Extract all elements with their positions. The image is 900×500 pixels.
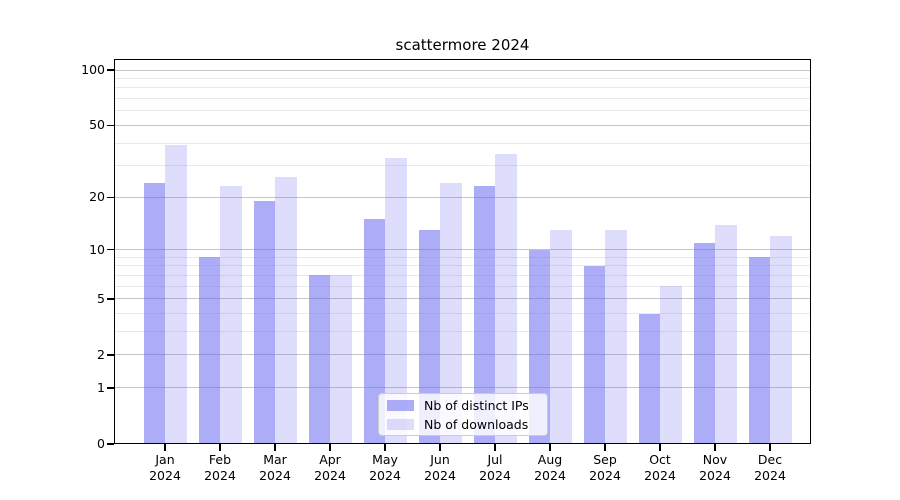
legend: Nb of distinct IPs Nb of downloads — [378, 393, 548, 436]
x-tick-label: Oct 2024 — [644, 452, 676, 483]
minor-gridline — [114, 77, 811, 79]
minor-gridline — [114, 98, 811, 100]
x-tick-mark — [714, 444, 716, 451]
x-tick-label: Nov 2024 — [699, 452, 731, 483]
x-tick-mark — [329, 444, 331, 451]
y-tick-mark — [107, 124, 114, 127]
y-tick-label: 1 — [97, 379, 105, 395]
minor-gridline — [114, 285, 811, 287]
x-tick-label: May 2024 — [369, 452, 401, 483]
y-tick-mark — [107, 69, 114, 71]
bar-ips-jan — [143, 183, 165, 444]
y-tick-label: 10 — [89, 241, 105, 257]
bar-ips-jun — [418, 230, 440, 444]
y-tick-mark — [107, 354, 114, 356]
minor-gridline — [114, 142, 811, 144]
bar-downloads-feb — [220, 186, 242, 444]
legend-swatch-downloads — [387, 418, 414, 430]
x-tick-label: Dec 2024 — [754, 452, 786, 483]
minor-gridline — [114, 110, 811, 112]
bar-downloads-dec — [770, 236, 792, 444]
minor-gridline — [114, 87, 811, 89]
x-tick-label: Jul 2024 — [479, 452, 511, 483]
legend-label-distinct-ips: Nb of distinct IPs — [424, 397, 529, 413]
major-gridline — [114, 124, 811, 126]
bar-ips-sep — [583, 265, 605, 444]
x-tick-mark — [439, 444, 441, 451]
bar-downloads-nov — [715, 224, 737, 444]
x-tick-mark — [219, 444, 221, 451]
chart-title: scattermore 2024 — [395, 36, 530, 54]
major-gridline — [114, 69, 811, 71]
legend-swatch-distinct-ips — [387, 399, 414, 411]
major-gridline — [114, 354, 811, 356]
x-tick-mark — [384, 444, 386, 451]
bar-downloads-oct — [660, 286, 682, 444]
legend-label-downloads: Nb of downloads — [424, 416, 529, 432]
y-tick-mark — [107, 387, 114, 389]
y-tick-label: 0 — [97, 436, 105, 451]
bar-ips-feb — [198, 257, 220, 444]
legend-item-distinct-ips: Nb of distinct IPs — [379, 396, 547, 415]
bar-ips-nov — [693, 242, 715, 444]
bar-downloads-jan — [165, 145, 187, 444]
x-tick-label: Feb 2024 — [204, 452, 236, 483]
legend-item-downloads: Nb of downloads — [379, 415, 547, 434]
minor-gridline — [114, 313, 811, 315]
y-tick-label: 100 — [81, 62, 105, 77]
x-tick-mark — [494, 444, 496, 451]
bar-ips-apr — [308, 275, 330, 444]
x-tick-mark — [604, 444, 606, 451]
bar-downloads-mar — [275, 176, 297, 444]
major-gridline — [114, 298, 811, 300]
x-tick-label: Apr 2024 — [314, 452, 346, 483]
bar-ips-dec — [748, 257, 770, 444]
minor-gridline — [114, 331, 811, 333]
bar-downloads-aug — [550, 230, 572, 444]
y-tick-mark — [107, 248, 114, 251]
bar-downloads-jun — [440, 183, 462, 444]
major-gridline — [114, 249, 811, 251]
bar-ips-oct — [638, 313, 660, 444]
x-tick-mark — [549, 444, 551, 451]
x-tick-mark — [274, 444, 276, 451]
y-tick-mark — [107, 196, 114, 199]
bar-downloads-jul — [495, 153, 517, 444]
y-tick-label: 20 — [89, 189, 105, 205]
x-tick-label: Sep 2024 — [589, 452, 621, 483]
bar-ips-may — [363, 219, 385, 444]
bar-downloads-apr — [330, 275, 352, 444]
x-tick-label: Jan 2024 — [149, 452, 181, 483]
x-tick-label: Aug 2024 — [534, 452, 566, 483]
x-tick-mark — [164, 444, 166, 451]
x-tick-mark — [659, 444, 661, 451]
major-gridline — [114, 387, 811, 389]
x-tick-label: Mar 2024 — [259, 452, 291, 483]
y-tick-label: 2 — [97, 346, 105, 362]
minor-gridline — [114, 256, 811, 258]
y-tick-mark — [107, 443, 114, 445]
bar-downloads-may — [385, 158, 407, 444]
y-tick-label: 5 — [97, 290, 105, 306]
bar-ips-mar — [253, 201, 275, 444]
y-tick-mark — [107, 298, 114, 300]
x-tick-mark — [769, 444, 771, 451]
minor-gridline — [114, 274, 811, 276]
bar-ips-jul — [473, 186, 495, 444]
bar-downloads-sep — [605, 230, 627, 444]
x-tick-label: Jun 2024 — [424, 452, 456, 483]
major-gridline — [114, 196, 811, 198]
minor-gridline — [114, 265, 811, 267]
minor-gridline — [114, 165, 811, 167]
y-tick-label: 50 — [89, 117, 105, 133]
